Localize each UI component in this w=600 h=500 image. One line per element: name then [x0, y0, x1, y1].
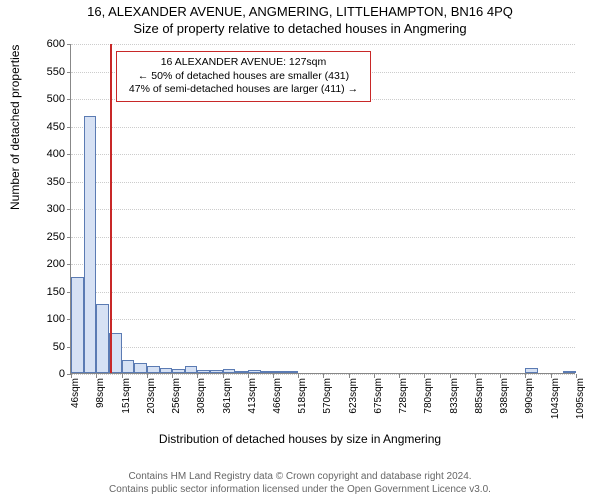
xtick-label: 203sqm — [146, 378, 157, 438]
xtick-label: 361sqm — [222, 378, 233, 438]
gridline — [71, 319, 575, 320]
ytick-label: 50 — [25, 341, 65, 353]
ytick-label: 250 — [25, 231, 65, 243]
ytick-mark — [67, 182, 71, 183]
xtick-label: 780sqm — [423, 378, 434, 438]
xtick-label: 885sqm — [474, 378, 485, 438]
gridline — [71, 154, 575, 155]
xtick-label: 623sqm — [348, 378, 359, 438]
histogram-bar — [235, 371, 248, 373]
ytick-mark — [67, 99, 71, 100]
ytick-label: 0 — [25, 368, 65, 380]
histogram-bar — [84, 116, 97, 373]
footer-line1: Contains HM Land Registry data © Crown c… — [0, 470, 600, 483]
histogram-bar — [172, 369, 185, 373]
histogram-bar — [210, 370, 223, 373]
xtick-label: 308sqm — [196, 378, 207, 438]
xtick-label: 570sqm — [322, 378, 333, 438]
histogram-bar — [122, 360, 135, 373]
ytick-mark — [67, 264, 71, 265]
gridline — [71, 347, 575, 348]
annotation-box: 16 ALEXANDER AVENUE: 127sqm← 50% of deta… — [116, 51, 371, 102]
xtick-label: 938sqm — [499, 378, 510, 438]
annotation-line-2: ← 50% of detached houses are smaller (43… — [123, 70, 364, 84]
ytick-label: 600 — [25, 38, 65, 50]
xtick-label: 466sqm — [272, 378, 283, 438]
xtick-label: 151sqm — [121, 378, 132, 438]
histogram-bar — [185, 366, 198, 373]
xtick-label: 675sqm — [373, 378, 384, 438]
histogram-bar — [563, 371, 576, 373]
ytick-mark — [67, 209, 71, 210]
ytick-mark — [67, 237, 71, 238]
xtick-label: 256sqm — [171, 378, 182, 438]
footer-line2: Contains public sector information licen… — [0, 483, 600, 496]
xtick-label: 1095sqm — [575, 378, 586, 438]
xtick-label: 518sqm — [297, 378, 308, 438]
ytick-label: 200 — [25, 258, 65, 270]
xtick-label: 46sqm — [70, 378, 81, 438]
histogram-bar — [71, 277, 84, 373]
histogram-bar — [273, 371, 286, 373]
y-axis-title: Number of detached properties — [8, 45, 22, 210]
ytick-label: 450 — [25, 121, 65, 133]
ytick-label: 400 — [25, 148, 65, 160]
ytick-mark — [67, 44, 71, 45]
ytick-label: 150 — [25, 286, 65, 298]
gridline — [71, 237, 575, 238]
histogram-bar — [134, 363, 147, 373]
annotation-line-1: 16 ALEXANDER AVENUE: 127sqm — [123, 56, 364, 70]
xtick-label: 413sqm — [247, 378, 258, 438]
gridline — [71, 44, 575, 45]
histogram-bar — [160, 368, 173, 373]
gridline — [71, 182, 575, 183]
histogram-bar — [197, 370, 210, 373]
ytick-label: 500 — [25, 93, 65, 105]
chart-container: 16, ALEXANDER AVENUE, ANGMERING, LITTLEH… — [0, 0, 600, 500]
ytick-mark — [67, 72, 71, 73]
histogram-bar — [248, 370, 261, 373]
histogram-bar — [223, 369, 236, 373]
xtick-label: 833sqm — [449, 378, 460, 438]
annotation-line-3: 47% of semi-detached houses are larger (… — [123, 83, 364, 97]
xtick-label: 990sqm — [524, 378, 535, 438]
histogram-bar — [96, 304, 109, 373]
ytick-mark — [67, 154, 71, 155]
histogram-bar — [261, 371, 274, 373]
ytick-label: 350 — [25, 176, 65, 188]
histogram-bar — [147, 366, 160, 373]
gridline — [71, 292, 575, 293]
footer-attribution: Contains HM Land Registry data © Crown c… — [0, 470, 600, 496]
xtick-label: 98sqm — [95, 378, 106, 438]
histogram-bar — [286, 371, 299, 373]
xtick-label: 728sqm — [398, 378, 409, 438]
ytick-label: 550 — [25, 66, 65, 78]
gridline — [71, 127, 575, 128]
ytick-label: 100 — [25, 313, 65, 325]
reference-line — [110, 44, 112, 373]
xtick-label: 1043sqm — [550, 378, 561, 438]
ytick-mark — [67, 127, 71, 128]
histogram-bar — [525, 368, 538, 374]
chart-title-line1: 16, ALEXANDER AVENUE, ANGMERING, LITTLEH… — [0, 0, 600, 19]
chart-title-line2: Size of property relative to detached ho… — [0, 19, 600, 36]
x-axis-title: Distribution of detached houses by size … — [0, 432, 600, 446]
ytick-label: 300 — [25, 203, 65, 215]
gridline — [71, 209, 575, 210]
gridline — [71, 264, 575, 265]
plot-area: 16 ALEXANDER AVENUE: 127sqm← 50% of deta… — [70, 44, 575, 374]
